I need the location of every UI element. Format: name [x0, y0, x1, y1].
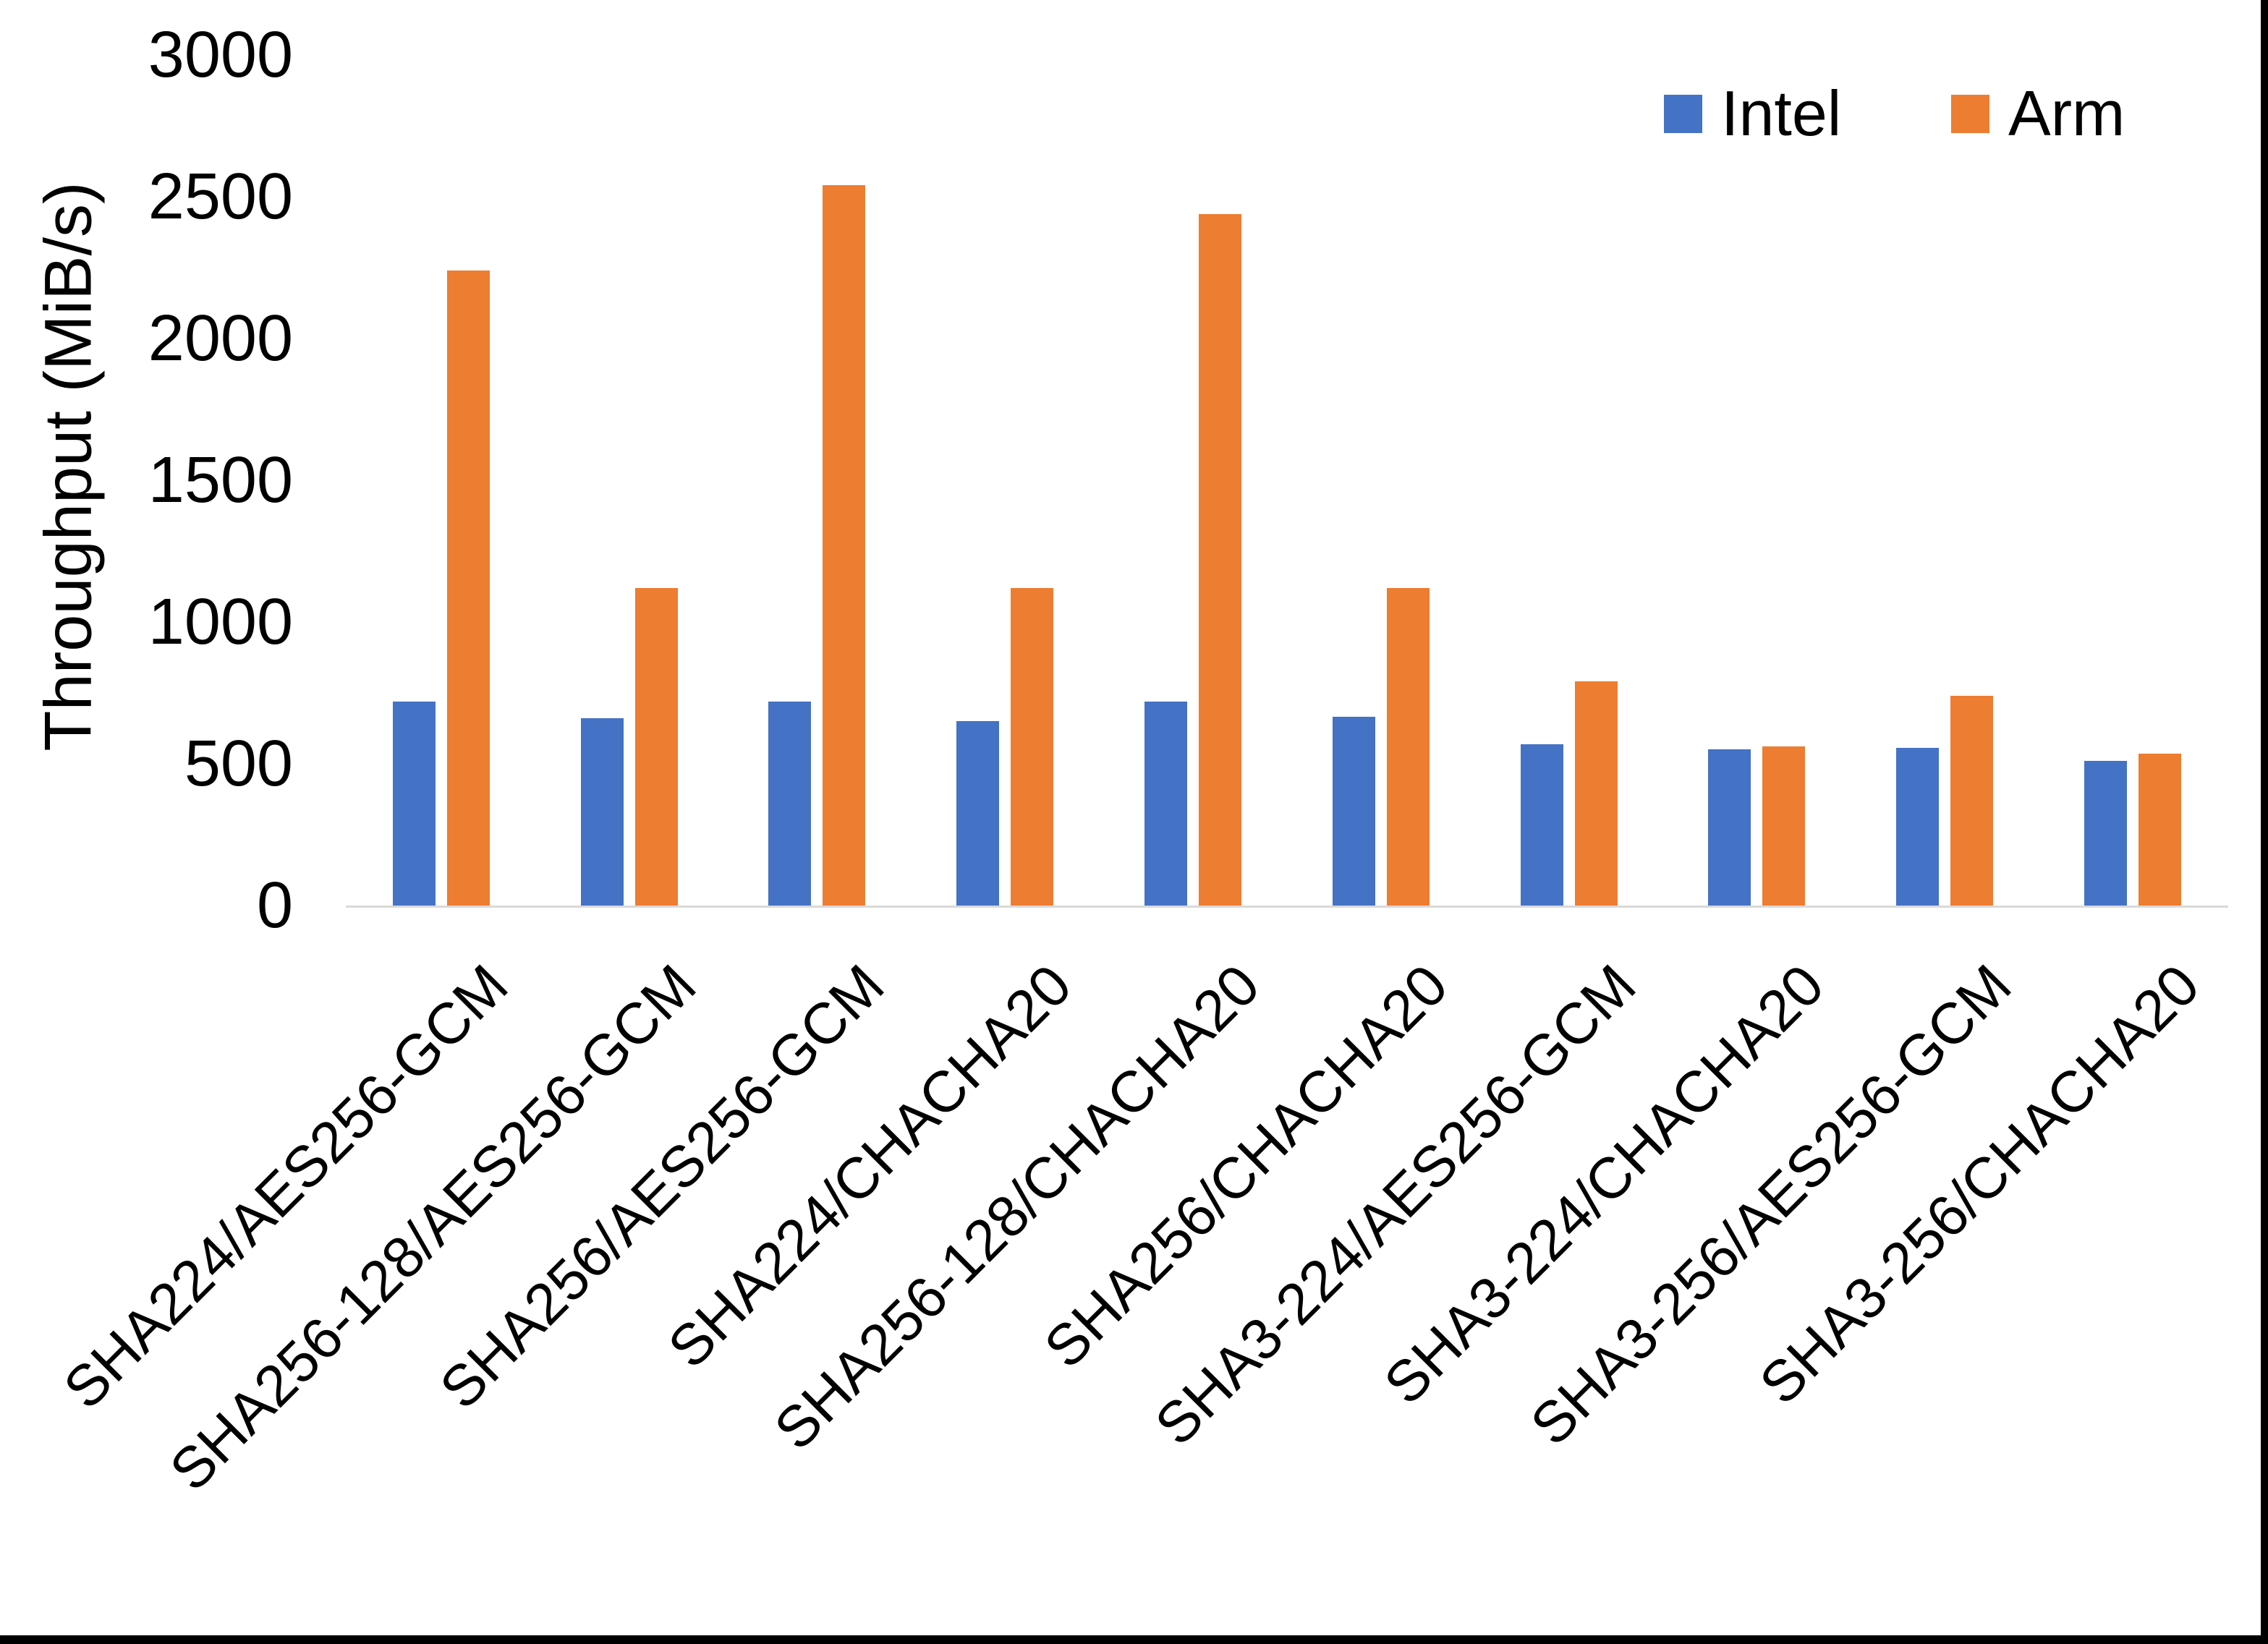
bar-arm: [1011, 588, 1054, 906]
bar-intel: [1144, 702, 1188, 906]
bar-group: [1475, 55, 1663, 906]
legend-swatch-arm: [1951, 94, 1989, 133]
bar-group: [1287, 55, 1475, 906]
bar-arm: [446, 271, 490, 906]
y-tick-label: 500: [184, 728, 293, 800]
bar-group: [1851, 55, 2039, 906]
bar-group: [911, 55, 1099, 906]
bar-group: [535, 55, 723, 906]
bar-arm: [1199, 214, 1242, 906]
x-axis-line: [346, 906, 2228, 908]
bar-intel: [956, 721, 1000, 906]
bar-arm: [1762, 746, 1806, 906]
bar-intel: [1896, 748, 1940, 906]
bar-intel: [1520, 744, 1563, 906]
bar-arm: [1574, 681, 1618, 906]
frame-border-right: [2261, 0, 2268, 1644]
y-tick-label: 1500: [148, 444, 293, 516]
bar-arm: [1950, 696, 1994, 906]
y-tick-label: 2000: [148, 302, 293, 375]
bar-arm: [1386, 588, 1430, 906]
bar-group: [723, 55, 912, 906]
y-tick-label: 3000: [148, 19, 293, 91]
frame-border-bottom: [0, 1635, 2268, 1644]
bar-group: [347, 55, 535, 906]
bar-arm: [2139, 754, 2182, 906]
y-tick-label: 1000: [148, 586, 293, 658]
bar-arm: [634, 588, 678, 906]
bar-group: [1099, 55, 1287, 906]
legend-item-arm: Arm: [1951, 81, 2125, 146]
legend-swatch-intel: [1664, 94, 1702, 133]
legend-label-intel: Intel: [1721, 77, 1842, 149]
bar-group: [1663, 55, 1851, 906]
legend-item-intel: Intel: [1664, 81, 1841, 146]
y-tick-label: 2500: [148, 161, 293, 233]
bar-intel: [2084, 761, 2128, 906]
bar-intel: [1332, 717, 1375, 906]
bar-intel: [768, 702, 812, 906]
legend-label-arm: Arm: [2008, 77, 2125, 149]
plot-area: [347, 55, 2227, 906]
bar-intel: [1708, 749, 1751, 906]
y-tick-label: 0: [256, 869, 293, 942]
bar-group: [2039, 55, 2227, 906]
bar-intel: [392, 702, 436, 906]
bar-intel: [580, 718, 624, 906]
bar-arm: [823, 185, 866, 906]
